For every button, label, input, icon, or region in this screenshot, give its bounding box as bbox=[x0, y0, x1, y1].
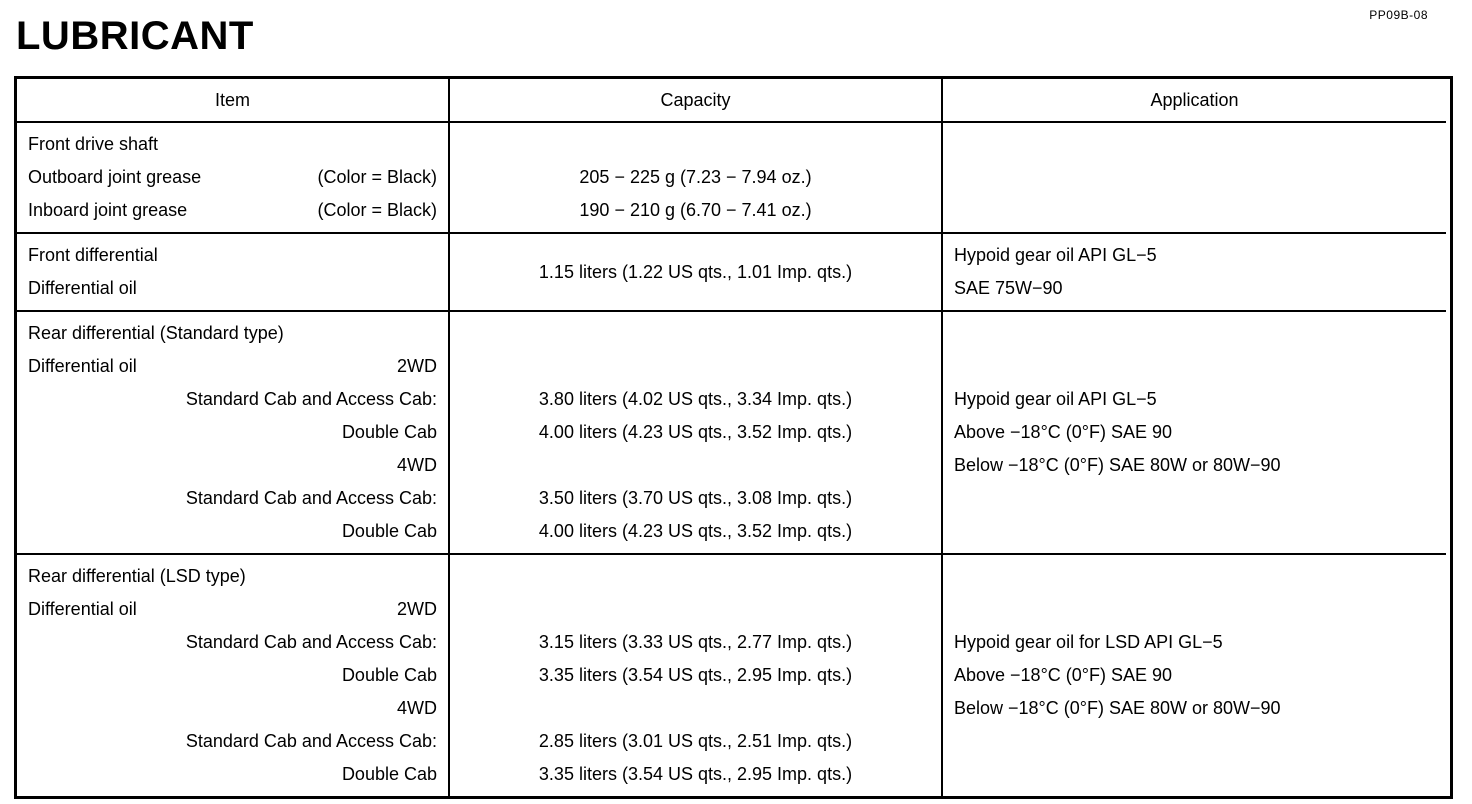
item-note: Double Cab bbox=[341, 764, 437, 784]
capacity-value: 4.00 liters (4.23 US qts., 3.52 Imp. qts… bbox=[538, 521, 853, 541]
item-line: Double Cab bbox=[28, 659, 437, 692]
capacity-value bbox=[461, 128, 930, 161]
item-label: Front drive shaft bbox=[28, 134, 159, 154]
item-note: (Color = Black) bbox=[317, 200, 437, 220]
item-line: Front differential bbox=[28, 239, 437, 272]
item-cell: Rear differential (LSD type) Differentia… bbox=[17, 553, 448, 796]
item-line: Differential oil 2WD bbox=[28, 350, 437, 383]
item-note: 2WD bbox=[397, 356, 437, 376]
table-header-row: Item Capacity Application bbox=[17, 79, 1450, 121]
item-note: (Color = Black) bbox=[317, 167, 437, 187]
table-row: Front differential Differential oil 1.15… bbox=[17, 232, 1450, 310]
application-text: Below −18°C (0°F) SAE 80W or 80W−90 bbox=[954, 455, 1281, 475]
capacity-value: 3.80 liters (4.02 US qts., 3.34 Imp. qts… bbox=[538, 389, 853, 409]
capacity-value bbox=[461, 593, 930, 626]
item-line: Outboard joint grease (Color = Black) bbox=[28, 161, 437, 194]
item-line: 4WD bbox=[28, 449, 437, 482]
item-line: Double Cab bbox=[28, 758, 437, 791]
application-text: Above −18°C (0°F) SAE 90 bbox=[954, 665, 1173, 685]
capacity-value: 3.15 liters (3.33 US qts., 2.77 Imp. qts… bbox=[538, 632, 853, 652]
item-line: Double Cab bbox=[28, 515, 437, 548]
item-note: Double Cab bbox=[341, 521, 437, 541]
capacity-cell: 3.80 liters (4.02 US qts., 3.34 Imp. qts… bbox=[448, 310, 941, 553]
item-line: Standard Cab and Access Cab: bbox=[28, 725, 437, 758]
item-note: Standard Cab and Access Cab: bbox=[185, 488, 437, 508]
capacity-value: 1.15 liters (1.22 US qts., 1.01 Imp. qts… bbox=[538, 261, 853, 282]
application-text: Hypoid gear oil for LSD API GL−5 bbox=[954, 632, 1223, 652]
capacity-value: 2.85 liters (3.01 US qts., 2.51 Imp. qts… bbox=[538, 731, 853, 751]
item-line: Differential oil 2WD bbox=[28, 593, 437, 626]
application-text: Below −18°C (0°F) SAE 80W or 80W−90 bbox=[954, 698, 1281, 718]
capacity-value bbox=[461, 692, 930, 725]
application-text: SAE 75W−90 bbox=[954, 278, 1063, 298]
item-label: Rear differential (LSD type) bbox=[28, 566, 246, 586]
application-text: Hypoid gear oil API GL−5 bbox=[954, 245, 1157, 265]
item-cell: Front drive shaft Outboard joint grease … bbox=[17, 121, 448, 232]
item-line: Standard Cab and Access Cab: bbox=[28, 626, 437, 659]
item-line: Rear differential (LSD type) bbox=[28, 560, 437, 593]
capacity-value bbox=[461, 449, 930, 482]
capacity-cell: 205 − 225 g (7.23 − 7.94 oz.) 190 − 210 … bbox=[448, 121, 941, 232]
item-note: 4WD bbox=[397, 698, 437, 718]
capacity-cell: 1.15 liters (1.22 US qts., 1.01 Imp. qts… bbox=[448, 232, 941, 310]
capacity-cell: 3.15 liters (3.33 US qts., 2.77 Imp. qts… bbox=[448, 553, 941, 796]
item-line: 4WD bbox=[28, 692, 437, 725]
application-cell: Hypoid gear oil API GL−5 SAE 75W−90 bbox=[941, 232, 1446, 310]
lubricant-table: Item Capacity Application Front drive sh… bbox=[14, 76, 1453, 799]
table-row: Rear differential (LSD type) Differentia… bbox=[17, 553, 1450, 796]
item-line: Front drive shaft bbox=[28, 128, 437, 161]
item-note: Standard Cab and Access Cab: bbox=[185, 632, 437, 652]
item-label: Differential oil bbox=[28, 599, 137, 619]
item-label: Front differential bbox=[28, 245, 158, 265]
application-cell bbox=[941, 121, 1446, 232]
capacity-value bbox=[461, 350, 930, 383]
item-line: Double Cab bbox=[28, 416, 437, 449]
capacity-value: 205 − 225 g (7.23 − 7.94 oz.) bbox=[579, 167, 812, 187]
item-line: Differential oil bbox=[28, 272, 437, 305]
item-label: Differential oil bbox=[28, 356, 137, 376]
application-cell: Hypoid gear oil API GL−5 Above −18°C (0°… bbox=[941, 310, 1446, 553]
item-cell: Front differential Differential oil bbox=[17, 232, 448, 310]
table-row: Rear differential (Standard type) Differ… bbox=[17, 310, 1450, 553]
doc-code: PP09B-08 bbox=[1369, 8, 1428, 22]
application-text: Above −18°C (0°F) SAE 90 bbox=[954, 422, 1173, 442]
item-note: Double Cab bbox=[341, 422, 437, 442]
page-title: LUBRICANT bbox=[16, 14, 254, 58]
application-cell: Hypoid gear oil for LSD API GL−5 Above −… bbox=[941, 553, 1446, 796]
table-row: Front drive shaft Outboard joint grease … bbox=[17, 121, 1450, 232]
item-note: Standard Cab and Access Cab: bbox=[185, 731, 437, 751]
item-label: Outboard joint grease bbox=[28, 167, 202, 187]
column-header-application: Application bbox=[941, 79, 1446, 121]
item-line: Standard Cab and Access Cab: bbox=[28, 482, 437, 515]
item-cell: Rear differential (Standard type) Differ… bbox=[17, 310, 448, 553]
column-header-capacity: Capacity bbox=[448, 79, 941, 121]
capacity-value: 3.35 liters (3.54 US qts., 2.95 Imp. qts… bbox=[538, 764, 853, 784]
capacity-value: 3.50 liters (3.70 US qts., 3.08 Imp. qts… bbox=[538, 488, 853, 508]
capacity-value: 190 − 210 g (6.70 − 7.41 oz.) bbox=[579, 200, 812, 220]
item-note: Double Cab bbox=[341, 665, 437, 685]
capacity-value bbox=[461, 560, 930, 593]
item-note: Standard Cab and Access Cab: bbox=[185, 389, 437, 409]
item-note: 2WD bbox=[397, 599, 437, 619]
capacity-value bbox=[461, 317, 930, 350]
item-label: Inboard joint grease bbox=[28, 200, 188, 220]
capacity-value: 4.00 liters (4.23 US qts., 3.52 Imp. qts… bbox=[538, 422, 853, 442]
item-line: Inboard joint grease (Color = Black) bbox=[28, 194, 437, 227]
item-label: Rear differential (Standard type) bbox=[28, 323, 284, 343]
item-line: Rear differential (Standard type) bbox=[28, 317, 437, 350]
item-label: Differential oil bbox=[28, 278, 137, 298]
column-header-item: Item bbox=[214, 89, 250, 110]
application-text: Hypoid gear oil API GL−5 bbox=[954, 389, 1157, 409]
capacity-value: 3.35 liters (3.54 US qts., 2.95 Imp. qts… bbox=[538, 665, 853, 685]
item-line: Standard Cab and Access Cab: bbox=[28, 383, 437, 416]
item-note: 4WD bbox=[397, 455, 437, 475]
